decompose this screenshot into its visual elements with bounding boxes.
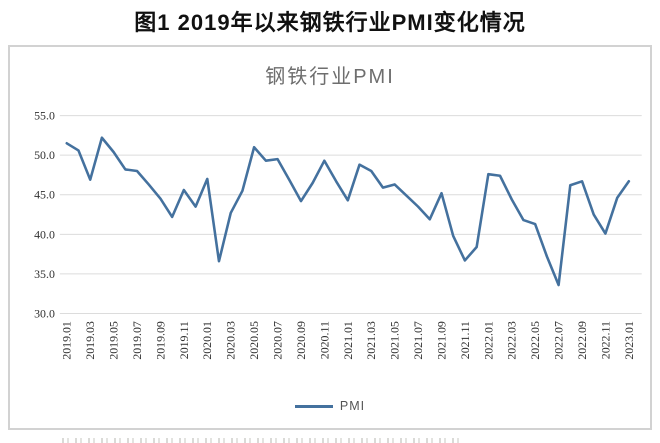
pmi-line-chart: 55.0 50.0 45.0 40.0 35.0 30.0 2019.01 2019.03 20…: [34, 109, 642, 360]
x-tick-label: 2021.11: [458, 321, 472, 359]
x-tick-label: 2020.07: [271, 321, 285, 360]
y-tick-label: 55.0: [34, 109, 55, 123]
x-tick-label: 2019.01: [60, 321, 74, 360]
x-tick-label: 2021.01: [341, 321, 355, 360]
x-tick-label: 2019.05: [107, 321, 121, 360]
y-tick-label: 45.0: [34, 188, 55, 202]
x-tick-label: 2021.09: [434, 321, 448, 360]
x-tick-label: 2022.07: [552, 321, 566, 360]
x-tick-label: 2019.07: [130, 321, 144, 360]
chart-container: 钢铁行业PMI 55.0 50.0 45.0 40.0 35.0 30.0 2019.01 2…: [8, 45, 652, 430]
x-tick-label: 2023.01: [622, 321, 636, 360]
x-tick-label: 2022.01: [481, 321, 495, 360]
cropped-text-remnant: [62, 438, 462, 443]
chart-title: 钢铁行业PMI: [265, 66, 395, 88]
y-tick-label: 50.0: [34, 148, 55, 162]
x-tick-label: 2022.03: [505, 321, 519, 360]
x-tick-label: 2022.11: [598, 321, 612, 359]
x-tick-label: 2022.05: [528, 321, 542, 360]
pmi-line: [65, 136, 631, 287]
legend: PMI: [10, 399, 650, 413]
x-tick-label: 2020.05: [247, 321, 261, 360]
x-tick-label: 2019.09: [153, 321, 167, 360]
x-tick-label: 2020.09: [294, 321, 308, 360]
legend-line-sample: [294, 404, 333, 408]
y-tick-label: 30.0: [34, 306, 55, 320]
x-tick-label: 2020.01: [200, 321, 214, 360]
x-tick-label: 2021.05: [388, 321, 402, 360]
x-tick-label: 2021.03: [364, 321, 378, 360]
x-tick-label: 2021.07: [411, 321, 425, 360]
x-tick-label: 2019.11: [177, 321, 191, 359]
figure-caption: 图1 2019年以来钢铁行业PMI变化情况: [134, 10, 526, 35]
y-tick-label: 35.0: [34, 267, 55, 281]
legend-label: PMI: [339, 399, 366, 413]
x-tick-label: 2019.03: [83, 321, 97, 360]
x-tick-label: 2020.11: [317, 321, 331, 359]
x-tick-label: 2020.03: [224, 321, 238, 360]
x-tick-label: 2022.09: [575, 321, 589, 360]
y-tick-label: 40.0: [34, 227, 55, 241]
